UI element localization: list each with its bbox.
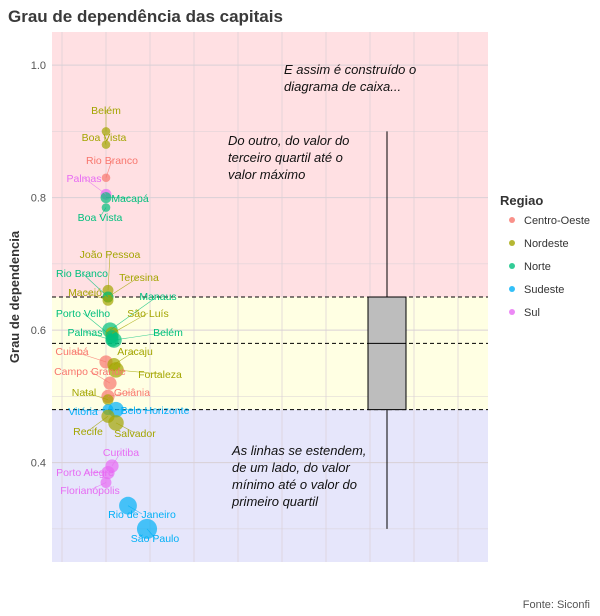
point-label-4: Macapá — [111, 193, 149, 205]
point-label-10: Manaus — [139, 291, 176, 303]
annotation-1-line-0: Do outro, do valor do — [228, 133, 349, 148]
annotation-1-line-1: terceiro quartil até o — [228, 150, 343, 165]
point-label-20: Natal — [72, 387, 97, 399]
label-connector-13 — [84, 331, 113, 341]
point-label-12: Porto Velho — [56, 308, 110, 320]
boxplot — [367, 131, 407, 529]
legend-key-2 — [509, 263, 515, 269]
label-connector-1 — [103, 136, 107, 145]
legend-label-1: Nordeste — [524, 238, 569, 250]
point-label-28: Rio de Janeiro — [108, 509, 176, 521]
point-label-21: Vitória — [68, 406, 98, 418]
point-label-2: Rio Branco — [86, 155, 138, 167]
y-tick-label-2: 0.8 — [31, 193, 46, 205]
legend-label-0: Centro-Oeste — [524, 215, 590, 227]
legend-key-4 — [509, 309, 515, 315]
legend-label-3: Sudeste — [524, 284, 564, 296]
label-connector-17 — [115, 369, 161, 375]
point-label-7: Teresina — [119, 272, 159, 284]
point-label-22: Belo Horizonte — [121, 405, 190, 417]
box-body — [367, 296, 407, 411]
label-connector-26 — [84, 471, 109, 473]
point-labels: Belém Boa Vista Rio Branco Palmas Macapá Boa … — [54, 105, 189, 545]
point-label-27: Florianópolis — [60, 485, 120, 497]
label-connector-9 — [84, 291, 109, 301]
point-label-3: Palmas — [66, 173, 101, 185]
point-label-23: Recife — [73, 426, 103, 438]
y-axis-ticks: 0.4 0.6 0.8 1.0 — [31, 60, 46, 470]
band-2 — [52, 409, 488, 562]
label-connector-29 — [146, 528, 156, 539]
band-1 — [52, 297, 488, 410]
label-connector-16 — [113, 350, 136, 365]
y-tick-label-1: 0.6 — [31, 325, 46, 337]
chart-title: Grau de dependência das capitais — [8, 7, 283, 26]
label-connector-27 — [89, 482, 107, 491]
y-tick-label-3: 1.0 — [31, 60, 46, 72]
y-tick-label-0: 0.4 — [31, 458, 46, 470]
label-connector-21 — [82, 409, 109, 412]
point-label-13: Palmas — [67, 327, 102, 339]
label-connector-25 — [111, 451, 122, 467]
point-label-17: Fortaleza — [138, 369, 182, 381]
label-connector-8 — [81, 272, 109, 298]
point-label-0: Belém — [91, 105, 121, 117]
label-connector-28 — [127, 505, 143, 515]
legend-label-4: Sul — [524, 307, 540, 319]
annotation-2-line-2: mínimo até o valor do — [232, 477, 357, 492]
label-connector-11 — [111, 312, 149, 334]
annotation-0-line-1: diagrama de caixa... — [284, 79, 401, 94]
label-connector-2 — [105, 159, 113, 178]
label-connector-7 — [107, 276, 140, 298]
label-connector-19 — [107, 391, 133, 397]
label-connector-5 — [99, 207, 107, 218]
y-axis-title: Grau de dependencia — [7, 230, 22, 363]
annotations: E assim é construído o diagrama de caixa.… — [228, 62, 416, 509]
label-connector-24 — [115, 422, 136, 434]
point-28 — [119, 496, 137, 515]
point-label-9: Maceió — [68, 287, 102, 299]
point-label-26: Porto Alegre — [56, 467, 114, 479]
legend-key-0 — [509, 217, 515, 223]
point-label-11: São Luís — [127, 308, 168, 320]
point-label-24: Salvador — [114, 428, 156, 440]
legend-title: Regiao — [500, 193, 543, 208]
point-label-29: São Paulo — [131, 533, 180, 545]
annotation-0-line-0: E assim é construído o — [284, 62, 416, 77]
point-label-8: Rio Branco — [56, 268, 108, 280]
caption: Fonte: Siconfi — [523, 599, 590, 611]
point-label-5: Boa Vista — [78, 212, 123, 224]
point-label-19: Goiânia — [114, 387, 150, 399]
point-label-18: Campo Grande — [54, 366, 126, 378]
legend: Regiao Centro-Oeste Nordeste Norte Sudeste Su… — [500, 193, 590, 319]
label-connector-23 — [87, 416, 109, 432]
label-connector-14 — [113, 331, 169, 341]
label-connector-10 — [109, 295, 159, 331]
label-connector-6 — [107, 253, 111, 291]
annotation-2-line-1: de um lado, do valor — [232, 460, 350, 475]
annotation-2-line-3: primeiro quartil — [231, 494, 319, 509]
legend-key-3 — [509, 286, 515, 292]
legend-key-1 — [509, 240, 515, 246]
point-label-6: João Pessoa — [80, 249, 141, 261]
annotation-1-line-2: valor máximo — [228, 167, 305, 182]
point-label-15: Cuiabá — [55, 346, 88, 358]
background-bands — [52, 32, 488, 562]
point-label-1: Boa Vista — [82, 132, 127, 144]
label-connector-3 — [83, 177, 107, 195]
point-label-16: Aracaju — [117, 346, 153, 358]
label-connector-15 — [71, 350, 107, 363]
point-label-25: Curitiba — [103, 447, 139, 459]
annotation-2-line-0: As linhas se estendem, — [231, 443, 366, 458]
band-0 — [52, 32, 488, 297]
label-connector-12 — [82, 312, 113, 337]
point-label-14: Belém — [153, 327, 183, 339]
legend-label-2: Norte — [524, 261, 551, 273]
label-connector-18 — [89, 370, 111, 384]
label-connector-20 — [83, 391, 109, 400]
